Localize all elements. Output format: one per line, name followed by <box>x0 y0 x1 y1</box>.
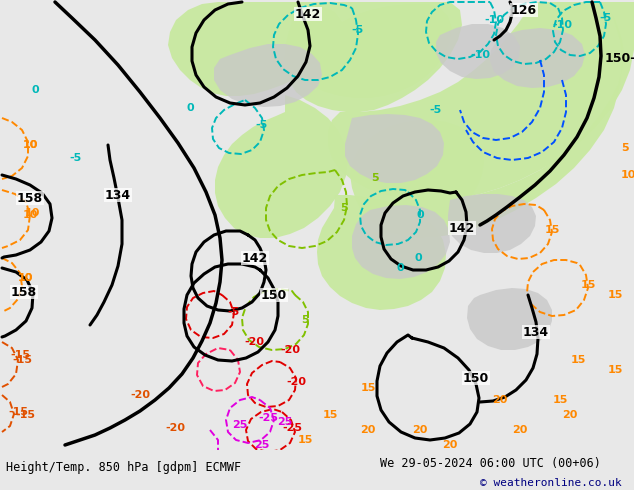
Text: 0: 0 <box>414 253 422 263</box>
Text: -25: -25 <box>258 413 278 423</box>
Text: 15: 15 <box>297 435 313 445</box>
Text: 158: 158 <box>11 286 37 298</box>
Text: 142: 142 <box>242 251 268 265</box>
Text: -10: -10 <box>470 50 490 60</box>
Text: 15: 15 <box>580 280 596 290</box>
Text: 10: 10 <box>22 140 37 150</box>
Text: -15: -15 <box>8 407 28 417</box>
Polygon shape <box>350 10 624 238</box>
Text: -20: -20 <box>165 423 185 433</box>
Text: We 29-05-2024 06:00 UTC (00+06): We 29-05-2024 06:00 UTC (00+06) <box>380 457 601 469</box>
Text: Height/Temp. 850 hPa [gdpm] ECMWF: Height/Temp. 850 hPa [gdpm] ECMWF <box>6 462 242 474</box>
Text: 150: 150 <box>463 371 489 385</box>
Text: -20: -20 <box>130 390 150 400</box>
Polygon shape <box>352 205 450 279</box>
Polygon shape <box>490 28 585 88</box>
Text: 10: 10 <box>17 273 33 283</box>
Polygon shape <box>214 44 322 107</box>
Text: 20: 20 <box>360 425 376 435</box>
Polygon shape <box>215 95 348 238</box>
Text: -20: -20 <box>244 337 264 347</box>
Text: 20: 20 <box>512 425 527 435</box>
Polygon shape <box>467 288 552 350</box>
Text: 5: 5 <box>340 203 348 213</box>
Text: -10: -10 <box>552 20 572 30</box>
Text: -25: -25 <box>282 423 302 433</box>
Text: 20: 20 <box>493 395 508 405</box>
Text: © weatheronline.co.uk: © weatheronline.co.uk <box>479 478 621 488</box>
Text: 126: 126 <box>511 3 537 17</box>
Polygon shape <box>345 114 444 183</box>
Text: 0: 0 <box>396 263 404 273</box>
Text: -5: -5 <box>429 105 441 115</box>
Polygon shape <box>448 194 536 253</box>
Polygon shape <box>240 4 452 98</box>
Text: 134: 134 <box>523 325 549 339</box>
Text: -15: -15 <box>15 410 35 420</box>
Text: 20: 20 <box>562 410 578 420</box>
Text: 20: 20 <box>412 425 428 435</box>
Text: -5: -5 <box>227 307 239 317</box>
Text: 10: 10 <box>620 170 634 180</box>
Text: 25: 25 <box>232 420 248 430</box>
Text: 15: 15 <box>545 225 560 235</box>
Polygon shape <box>436 24 520 79</box>
Polygon shape <box>284 2 462 112</box>
Text: -5: -5 <box>600 13 612 23</box>
Polygon shape <box>168 2 342 96</box>
Text: 10: 10 <box>17 273 33 283</box>
Text: 142: 142 <box>295 7 321 21</box>
Text: 142: 142 <box>449 221 475 235</box>
Text: 15: 15 <box>607 290 623 300</box>
Text: -5: -5 <box>256 120 268 130</box>
Text: 15: 15 <box>322 410 338 420</box>
Polygon shape <box>328 2 634 200</box>
Text: 20: 20 <box>443 440 458 450</box>
Text: 134: 134 <box>105 189 131 201</box>
Text: 150: 150 <box>261 289 287 301</box>
Text: 0: 0 <box>186 103 194 113</box>
Text: 25: 25 <box>277 417 293 427</box>
Text: 10: 10 <box>22 140 37 150</box>
Text: 15: 15 <box>552 395 567 405</box>
Text: -10: -10 <box>484 15 504 25</box>
Text: -5: -5 <box>69 153 81 163</box>
Text: -20: -20 <box>286 377 306 387</box>
Text: -20: -20 <box>280 345 300 355</box>
Text: 0: 0 <box>416 210 424 220</box>
Text: -5: -5 <box>352 25 364 35</box>
Text: 15: 15 <box>607 365 623 375</box>
Text: 158: 158 <box>17 192 43 204</box>
Polygon shape <box>317 195 446 310</box>
Text: -15: -15 <box>12 355 32 365</box>
Text: 15: 15 <box>360 383 376 393</box>
Text: 10: 10 <box>22 210 37 220</box>
Text: 0: 0 <box>31 85 39 95</box>
Text: 5: 5 <box>301 315 309 325</box>
Text: 150-: 150- <box>604 51 634 65</box>
Text: 15: 15 <box>571 355 586 365</box>
Text: -15: -15 <box>10 350 30 360</box>
Text: 5: 5 <box>621 143 629 153</box>
Text: 5: 5 <box>371 173 378 183</box>
Text: 25: 25 <box>254 440 269 450</box>
Text: 10: 10 <box>24 208 40 218</box>
